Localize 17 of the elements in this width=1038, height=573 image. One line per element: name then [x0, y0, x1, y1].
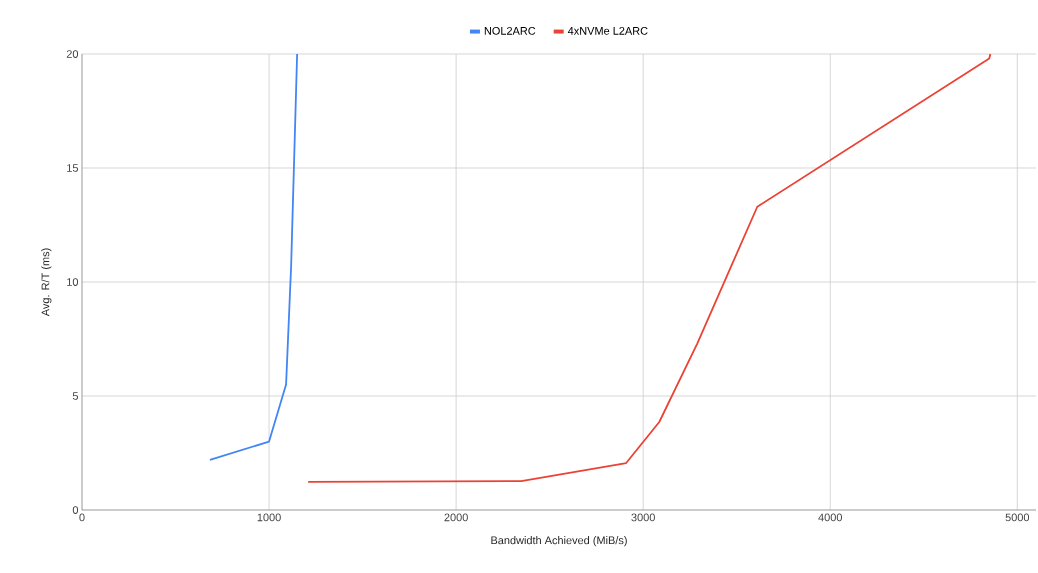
y-tick-label: 15	[67, 164, 79, 172]
x-tick-label: 4000	[818, 513, 842, 522]
x-tick-label: 5000	[1005, 513, 1030, 522]
x-axis-title: Bandwidth Achieved (MiB/s)	[491, 536, 627, 547]
line-series	[209, 53, 299, 461]
legend-label: NOL2ARC	[484, 27, 536, 35]
y-axis-title: Avg. R/T (ms)	[41, 248, 52, 317]
legend-label: 4xNVMe L2ARC	[567, 27, 648, 35]
y-tick-label: 10	[67, 278, 79, 286]
y-tick-label: 5	[72, 392, 79, 400]
y-tick-label: 20	[66, 50, 79, 58]
x-tick-label: 1000	[257, 513, 281, 522]
x-tick-label: 2000	[444, 513, 468, 522]
x-tick-label: 3000	[631, 513, 655, 522]
x-tick-label: 0	[79, 513, 85, 522]
y-tick-label: 0	[72, 506, 79, 514]
line-series	[307, 53, 992, 483]
